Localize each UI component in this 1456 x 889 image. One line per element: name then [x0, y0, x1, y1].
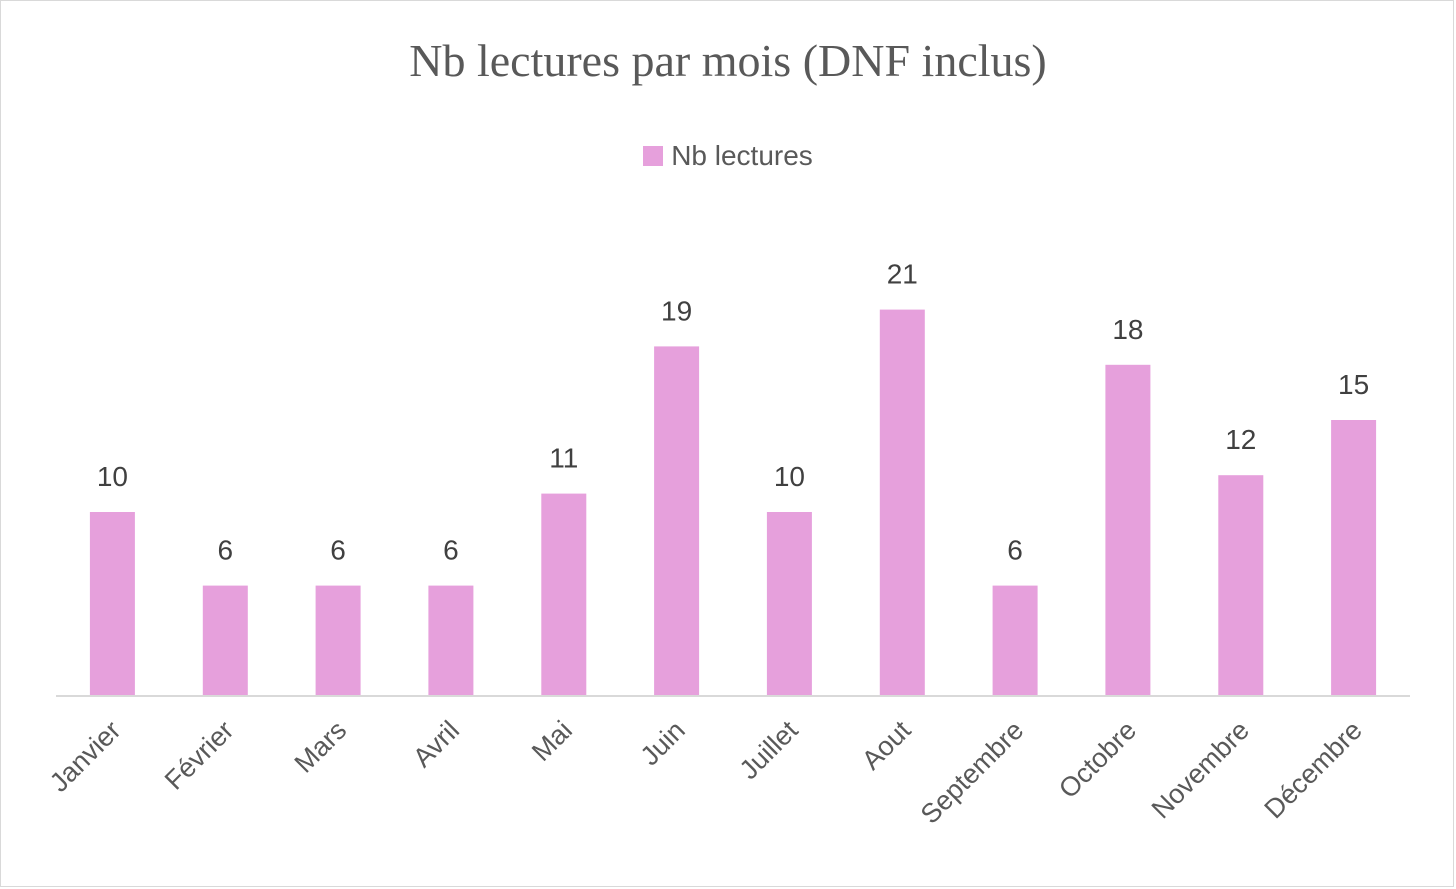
- x-tick-label-decembre: Décembre: [1259, 715, 1368, 824]
- data-label-novembre: 12: [1225, 424, 1256, 455]
- data-label-fevrier: 6: [218, 535, 234, 566]
- data-label-janvier: 10: [97, 461, 128, 492]
- bar-septembre: [992, 585, 1038, 696]
- x-tick-label-mars: Mars: [289, 715, 353, 779]
- chart-title: Nb lectures par mois (DNF inclus): [409, 35, 1047, 86]
- data-label-avril: 6: [443, 535, 459, 566]
- bar-avril: [428, 585, 474, 696]
- x-tick-label-janvier: Janvier: [44, 715, 127, 798]
- x-tick-label-aout: Aout: [856, 715, 917, 776]
- data-label-aout: 21: [887, 259, 918, 290]
- bar-novembre: [1218, 475, 1264, 696]
- bar-aout: [879, 309, 925, 696]
- bar-octobre: [1105, 364, 1151, 696]
- legend-swatch: [643, 146, 664, 166]
- data-label-juin: 19: [661, 295, 692, 326]
- bar-juin: [654, 346, 700, 696]
- bar-janvier: [89, 512, 135, 696]
- bar-mai: [541, 493, 587, 696]
- bar-mars: [315, 585, 361, 696]
- data-label-octobre: 18: [1112, 314, 1143, 345]
- x-tick-label-novembre: Novembre: [1146, 715, 1255, 824]
- legend-label: Nb lectures: [671, 140, 813, 171]
- data-label-mars: 6: [330, 535, 346, 566]
- bar-juillet: [766, 512, 812, 696]
- x-tick-label-avril: Avril: [407, 715, 465, 773]
- bar-decembre: [1331, 420, 1377, 696]
- x-tick-label-juillet: Juillet: [734, 715, 804, 785]
- x-tick-label-fevrier: Février: [159, 715, 240, 796]
- x-tick-label-juin: Juin: [635, 715, 691, 771]
- data-label-decembre: 15: [1338, 369, 1369, 400]
- bar-fevrier: [202, 585, 248, 696]
- x-tick-label-octobre: Octobre: [1053, 715, 1142, 804]
- data-label-juillet: 10: [774, 461, 805, 492]
- legend: Nb lectures: [0, 140, 1456, 172]
- data-label-septembre: 6: [1007, 535, 1023, 566]
- data-label-mai: 11: [549, 443, 578, 474]
- x-tick-label-septembre: Septembre: [915, 715, 1030, 830]
- x-tick-label-mai: Mai: [526, 715, 578, 767]
